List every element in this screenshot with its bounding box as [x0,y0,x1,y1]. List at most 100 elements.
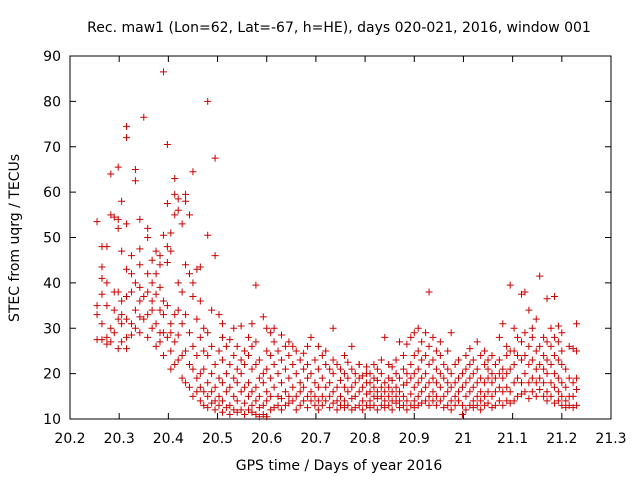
data-point [277,395,285,403]
y-tick-label: 60 [43,185,61,201]
data-point [167,329,175,337]
data-point [525,306,533,314]
data-point [432,365,440,373]
data-point [204,231,212,239]
y-axis: 10 20 30 40 50 60 70 80 90 [43,49,611,428]
data-point [481,361,489,369]
data-point [200,347,208,355]
y-tick-label: 30 [43,321,61,337]
data-point [477,406,485,414]
data-point [451,379,459,387]
data-point [444,388,452,396]
data-point [311,401,319,409]
data-point [226,336,234,344]
x-tick-label: 21.2 [546,431,577,447]
data-point [167,229,175,237]
data-point [274,370,282,378]
y-tick-label: 80 [43,94,61,110]
data-point [521,329,529,337]
data-point [506,388,514,396]
data-point [517,338,525,346]
data-point [186,361,194,369]
data-point [200,388,208,396]
data-point [171,311,179,319]
data-point [281,365,289,373]
data-point [407,361,415,369]
data-point [521,388,529,396]
data-point [388,388,396,396]
data-point [118,197,126,205]
data-point [98,336,106,344]
data-point [93,311,101,319]
data-point [274,401,282,409]
data-point [399,401,407,409]
data-point [370,401,378,409]
data-point [521,288,529,296]
data-point [528,356,536,364]
data-point [136,283,144,291]
x-axis-label: GPS time / Days of year 2016 [236,458,443,474]
data-point [114,224,122,232]
data-point [152,320,160,328]
data-point [159,351,167,359]
data-point [525,379,533,387]
data-point [510,379,518,387]
data-point [344,374,352,382]
data-point [359,383,367,391]
data-point [425,288,433,296]
data-point [200,324,208,332]
data-point [211,406,219,414]
data-point [285,399,293,407]
x-tick-label: 20.8 [350,431,381,447]
data-point [499,374,507,382]
data-point [148,306,156,314]
data-point [473,365,481,373]
data-point [296,388,304,396]
data-point [540,351,548,359]
data-point [410,404,418,412]
data-point [110,213,118,221]
data-point [495,397,503,405]
data-point [536,386,544,394]
data-point [114,215,122,223]
data-point [252,361,260,369]
data-point [189,365,197,373]
x-tick-label: 20.3 [104,431,135,447]
data-point [403,397,411,405]
data-point [359,397,367,405]
data-point [103,302,111,310]
data-point [237,388,245,396]
data-point [495,370,503,378]
data-point [333,406,341,414]
data-point [514,333,522,341]
data-point [171,361,179,369]
data-point [156,261,164,269]
data-point [245,379,253,387]
data-point [196,297,204,305]
data-point [167,347,175,355]
data-point [377,383,385,391]
data-point [267,351,275,359]
data-point [270,338,278,346]
data-point [136,245,144,253]
data-point [118,338,126,346]
data-point [263,324,271,332]
data-point [462,351,470,359]
data-point [550,351,558,359]
data-point [344,388,352,396]
data-point [200,401,208,409]
data-point [429,388,437,396]
data-point [543,338,551,346]
data-point [381,333,389,341]
data-point [182,197,190,205]
data-point [296,401,304,409]
data-point [189,342,197,350]
data-point [444,347,452,355]
data-point [573,347,581,355]
data-point [204,351,212,359]
data-point [488,370,496,378]
data-point [131,279,139,287]
data-point [326,392,334,400]
data-point [458,401,466,409]
data-point [215,347,223,355]
